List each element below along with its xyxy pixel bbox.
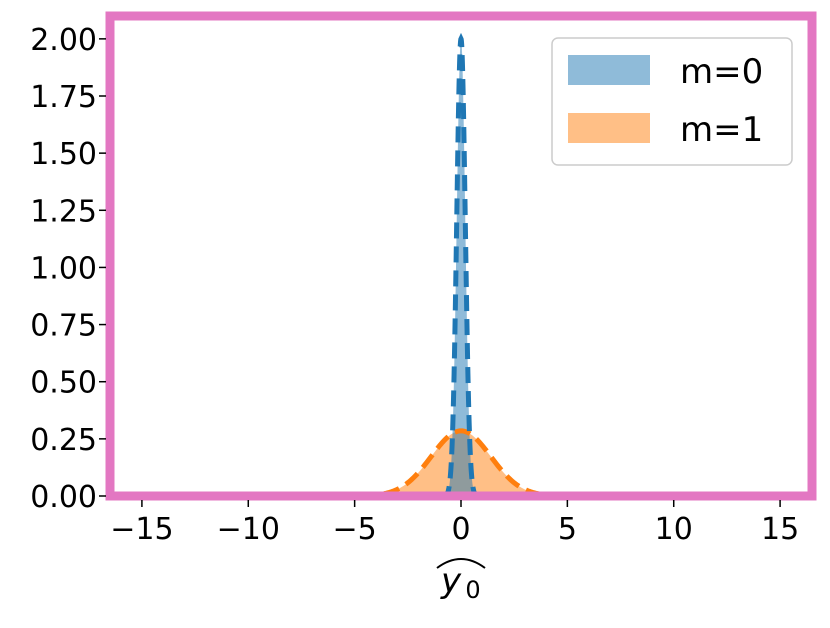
legend-swatch-m-1	[568, 113, 650, 143]
legend: m=0m=1	[551, 37, 793, 166]
y-tick-label: 0.50	[30, 366, 97, 401]
x-tick-label: 10	[655, 512, 693, 547]
y-tick-label: 2.00	[30, 23, 97, 58]
x-axis: −15 −10 −5 0 5 10 15	[110, 500, 799, 547]
legend-swatch-m-0	[568, 55, 650, 85]
x-tick-label: 15	[761, 512, 799, 547]
legend-label-m-1: m=1	[680, 110, 763, 150]
x-tick-label: −10	[217, 512, 280, 547]
y-tick-label: 0.00	[30, 480, 97, 515]
plot-frame	[105, 11, 817, 501]
y-tick-label: 1.00	[30, 251, 97, 286]
x-tick-label: −5	[333, 512, 377, 547]
x-tick-label: 5	[558, 512, 577, 547]
x-tick-label: 0	[451, 512, 470, 547]
y-tick-label: 0.75	[30, 309, 97, 344]
legend-label-m-0: m=0	[680, 52, 763, 92]
y-tick-label: 1.25	[30, 194, 97, 229]
y-tick-label: 0.25	[30, 423, 97, 458]
x-tick-label: −15	[110, 512, 173, 547]
series-fills	[312, 38, 610, 497]
y-tick-label: 1.75	[30, 80, 97, 115]
x-axis-label-subscript: 0	[465, 576, 480, 604]
x-axis-label-base: y	[440, 561, 462, 601]
x-axis-label-hat	[436, 558, 486, 569]
series-fill-m-0	[439, 38, 483, 497]
y-axis: 0.00 0.25 0.50 0.75 1.00 1.25 1.50 1.75 2.00	[30, 23, 106, 515]
y-tick-label: 1.50	[30, 137, 97, 172]
